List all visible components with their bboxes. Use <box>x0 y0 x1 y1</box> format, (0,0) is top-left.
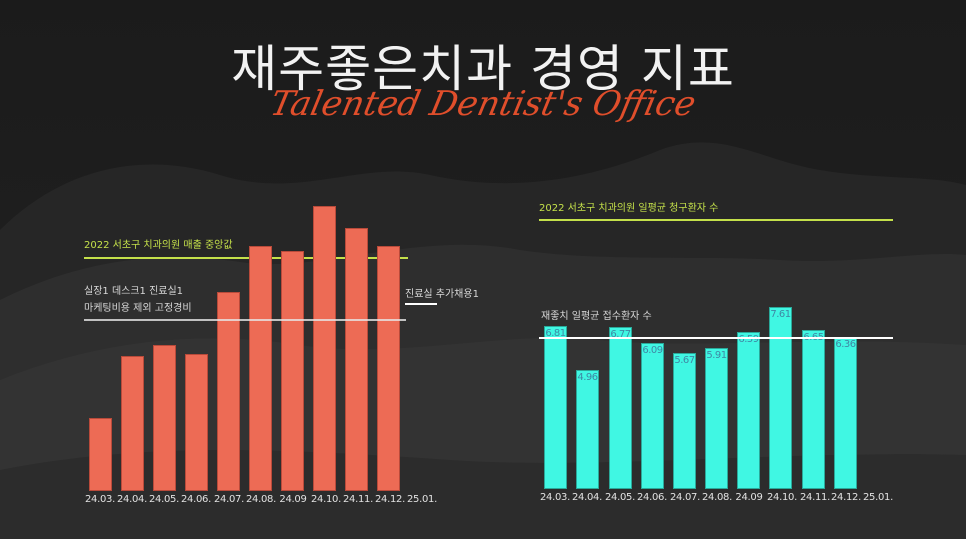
own-patients-line <box>539 337 893 339</box>
x-tick: 24.10. <box>310 494 341 505</box>
patients-bar-24-10: 7.61 <box>769 307 792 489</box>
revenue-bar-24-05 <box>153 345 176 491</box>
patients-bar-24-08: 5.91 <box>705 348 728 489</box>
patients-bar-24-12: 6.36 <box>834 337 857 489</box>
revenue-bar-24-12 <box>377 246 400 491</box>
x-tick: 24.06. <box>636 492 667 503</box>
patients-bar-24-07: 5.67 <box>673 353 696 489</box>
patients-bar-24-05: 6.77 <box>609 327 632 489</box>
fixed-cost-label-1: 실장1 데스크1 진료실1 <box>84 286 184 297</box>
revenue-bar-24-04 <box>121 356 144 491</box>
x-tick: 24.10. <box>766 492 797 503</box>
x-tick: 24.12. <box>374 494 405 505</box>
revenue-benchmark-label: 2022 서초구 치과의원 매출 중앙값 <box>84 240 233 251</box>
x-tick: 24.09 <box>279 494 307 505</box>
x-tick: 24.03. <box>84 494 115 505</box>
x-tick: 24.05. <box>148 494 179 505</box>
bar-value: 6.81 <box>545 328 566 339</box>
patients-bar-24-09: 6.59 <box>737 332 760 489</box>
x-tick: 24.11. <box>799 492 830 503</box>
x-tick: 24.06. <box>180 494 211 505</box>
x-tick: 24.05. <box>604 492 635 503</box>
bar-value: 5.91 <box>706 350 727 361</box>
x-tick: 24.11. <box>342 494 373 505</box>
x-tick: 24.07. <box>669 492 700 503</box>
bar-value: 7.61 <box>770 309 791 320</box>
bar-value: 6.09 <box>642 345 663 356</box>
x-tick: 25.01. <box>862 492 893 503</box>
revenue-benchmark-line <box>84 257 408 259</box>
x-tick: 24.12. <box>830 492 861 503</box>
revenue-bar-24-08 <box>249 246 272 491</box>
bar-value: 4.96 <box>577 372 598 383</box>
bar-value: 6.77 <box>610 329 631 340</box>
x-tick: 24.08. <box>245 494 276 505</box>
x-tick: 24.09 <box>735 492 763 503</box>
revenue-bar-24-09 <box>281 251 304 491</box>
bar-value: 5.67 <box>674 355 695 366</box>
revenue-bar-24-06 <box>185 354 208 491</box>
bar-value: 6.36 <box>835 339 856 350</box>
page-title: 재주좋은치과 경영 지표 <box>231 40 735 98</box>
x-tick: 25.01. <box>406 494 437 505</box>
patients-bar-24-03: 6.81 <box>544 326 567 489</box>
x-tick: 24.04. <box>571 492 602 503</box>
x-tick: 24.03. <box>539 492 570 503</box>
patients-bar-24-04: 4.96 <box>576 370 599 489</box>
bar-value: 6.59 <box>738 334 759 345</box>
x-tick: 24.04. <box>116 494 147 505</box>
fixed-cost-label-2: 마케팅비용 제외 고정경비 <box>84 303 192 314</box>
script-subtitle: Talented Dentist's Office <box>266 84 700 124</box>
hire-line <box>405 303 437 305</box>
own-patients-label: 재좋치 일평균 접수환자 수 <box>541 311 652 322</box>
revenue-bar-24-10 <box>313 206 336 491</box>
revenue-bar-24-07 <box>217 292 240 491</box>
revenue-bar-24-11 <box>345 228 368 491</box>
x-tick: 24.07. <box>213 494 244 505</box>
hire-label: 진료실 추가채용1 <box>405 289 479 300</box>
patients-benchmark-line <box>539 219 893 221</box>
patients-bar-24-11: 6.65 <box>802 330 825 489</box>
fixed-cost-line <box>84 319 406 321</box>
revenue-bar-24-03 <box>89 418 112 491</box>
patients-bar-24-06: 6.09 <box>641 343 664 489</box>
patients-benchmark-label: 2022 서초구 치과의원 일평균 청구환자 수 <box>539 203 719 214</box>
x-tick: 24.08. <box>701 492 732 503</box>
